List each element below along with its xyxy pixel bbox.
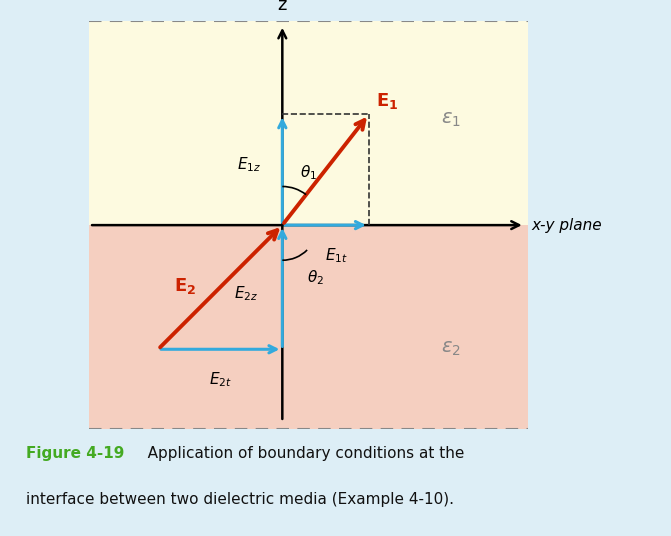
Text: $E_{1z}$: $E_{1z}$ bbox=[237, 155, 261, 174]
Text: $E_{1t}$: $E_{1t}$ bbox=[325, 246, 348, 265]
Text: $\varepsilon_2$: $\varepsilon_2$ bbox=[441, 339, 461, 358]
Text: Application of boundary conditions at the: Application of boundary conditions at th… bbox=[133, 446, 464, 461]
Text: $E_{2t}$: $E_{2t}$ bbox=[209, 370, 231, 389]
Text: $\varepsilon_1$: $\varepsilon_1$ bbox=[441, 110, 461, 129]
Text: $\theta_1$: $\theta_1$ bbox=[300, 163, 317, 182]
Text: Figure 4-19: Figure 4-19 bbox=[26, 446, 125, 461]
Bar bbox=[89, 225, 528, 429]
Text: z: z bbox=[278, 0, 287, 14]
Text: interface between two dielectric media (Example 4-10).: interface between two dielectric media (… bbox=[26, 492, 454, 507]
Text: $\mathbf{E_1}$: $\mathbf{E_1}$ bbox=[376, 91, 398, 111]
Text: $\theta_2$: $\theta_2$ bbox=[307, 269, 324, 287]
Text: $E_{2z}$: $E_{2z}$ bbox=[234, 284, 258, 303]
Bar bbox=[89, 21, 528, 225]
Text: $\mathbf{E_2}$: $\mathbf{E_2}$ bbox=[174, 277, 197, 296]
Text: x-y plane: x-y plane bbox=[531, 218, 603, 233]
